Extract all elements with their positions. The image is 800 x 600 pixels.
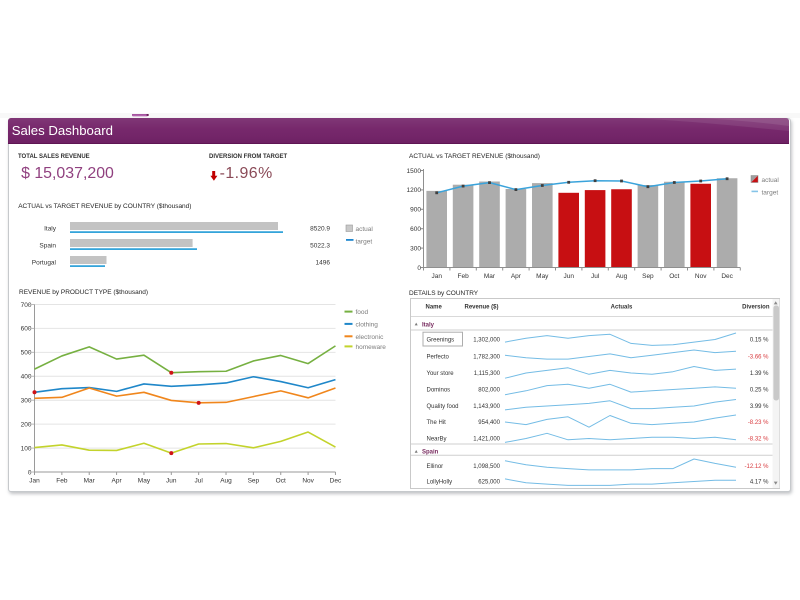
svg-text:May: May [138,477,151,484]
svg-text:Revenue ($): Revenue ($) [464,304,498,310]
svg-text:1,302,000: 1,302,000 [473,337,500,343]
svg-text:8520.9: 8520.9 [310,226,330,233]
svg-text:Ellinor: Ellinor [426,464,443,470]
svg-text:954,400: 954,400 [478,420,500,426]
svg-text:1,143,900: 1,143,900 [473,404,500,410]
svg-text:actual: actual [762,177,780,184]
svg-text:600: 600 [21,326,32,333]
svg-text:Dec: Dec [330,477,342,484]
svg-text:Jul: Jul [195,477,204,484]
svg-text:Italy: Italy [422,322,435,328]
svg-text:600: 600 [410,226,421,233]
svg-text:1,115,300: 1,115,300 [473,371,500,377]
svg-text:100: 100 [21,445,32,452]
svg-text:400: 400 [21,374,32,381]
svg-text:Jan: Jan [431,273,442,280]
svg-text:Diversion: Diversion [742,304,770,310]
svg-text:Dec: Dec [721,273,733,280]
svg-text:Nov: Nov [695,273,707,280]
svg-text:Oct: Oct [669,273,679,280]
svg-text:electronic: electronic [356,334,385,341]
svg-text:Nov: Nov [302,477,314,484]
svg-text:-8.32 %: -8.32 % [747,436,768,442]
svg-text:5022.3: 5022.3 [310,243,330,250]
svg-text:200: 200 [21,421,32,428]
svg-text:Quality food: Quality food [426,404,458,410]
svg-text:Sep: Sep [642,273,654,280]
svg-text:1200: 1200 [407,187,422,194]
svg-text:Name: Name [425,304,442,310]
svg-text:1496: 1496 [316,260,331,267]
svg-text:homeware: homeware [356,344,387,351]
svg-text:clothing: clothing [356,321,379,328]
svg-text:Dominos: Dominos [426,387,450,393]
svg-text:-8.23 %: -8.23 % [747,420,768,426]
svg-text:Jul: Jul [591,273,600,280]
svg-text:Spain: Spain [422,449,439,455]
svg-text:Jun: Jun [563,273,574,280]
svg-text:May: May [536,273,549,280]
svg-text:625,000: 625,000 [478,479,500,485]
svg-text:500: 500 [21,350,32,357]
svg-text:-12.12 %: -12.12 % [744,464,769,470]
svg-text:802,000: 802,000 [478,387,500,393]
svg-text:Mar: Mar [84,477,96,484]
svg-text:1500: 1500 [407,168,422,175]
svg-text:NearBy: NearBy [426,436,446,442]
svg-text:4.17 %: 4.17 % [749,479,768,485]
svg-text:Feb: Feb [457,273,469,280]
svg-text:LollyHolly: LollyHolly [426,479,452,485]
svg-text:Spain: Spain [39,243,56,250]
svg-text:actual: actual [356,226,374,233]
svg-text:300: 300 [410,245,421,252]
svg-text:Actuals: Actuals [610,304,632,310]
svg-text:0: 0 [28,469,32,476]
svg-text:Perfecto: Perfecto [426,354,449,360]
svg-text:Aug: Aug [616,273,628,280]
svg-text:1,098,500: 1,098,500 [473,464,500,470]
svg-text:Apr: Apr [112,477,123,484]
svg-text:The Hit: The Hit [426,420,446,426]
svg-text:Greenings: Greenings [426,337,454,343]
svg-text:Apr: Apr [511,273,522,280]
svg-text:900: 900 [410,207,421,214]
svg-text:target: target [762,189,779,196]
svg-text:Sep: Sep [248,477,260,484]
svg-text:target: target [356,239,373,246]
svg-text:0.25 %: 0.25 % [749,387,768,393]
svg-text:Mar: Mar [484,273,496,280]
svg-text:0.15 %: 0.15 % [749,337,768,343]
svg-text:3.99 %: 3.99 % [749,404,768,410]
svg-text:Jan: Jan [29,477,40,484]
svg-text:700: 700 [21,302,32,309]
svg-text:Aug: Aug [220,477,232,484]
svg-text:food: food [356,309,369,316]
svg-text:Portugal: Portugal [32,260,57,267]
svg-text:1,421,000: 1,421,000 [473,436,500,442]
svg-text:Italy: Italy [44,226,57,233]
svg-text:Jun: Jun [166,477,177,484]
svg-text:300: 300 [21,398,32,405]
svg-text:Your store: Your store [426,371,454,377]
svg-text:Oct: Oct [276,477,286,484]
svg-text:-3.66 %: -3.66 % [747,354,768,360]
svg-text:0: 0 [417,265,421,272]
svg-text:1,782,300: 1,782,300 [473,354,500,360]
svg-text:Feb: Feb [56,477,68,484]
svg-text:1.39 %: 1.39 % [749,371,768,377]
